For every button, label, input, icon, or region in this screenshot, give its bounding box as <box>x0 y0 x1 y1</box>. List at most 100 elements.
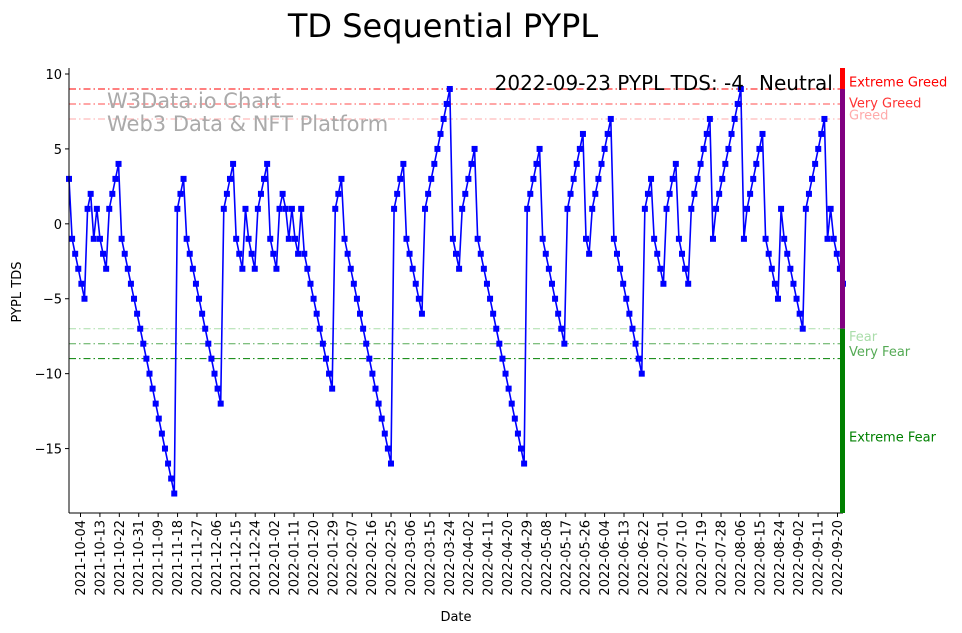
data-point <box>799 325 806 332</box>
data-point <box>802 205 809 212</box>
data-point <box>493 325 500 332</box>
data-point <box>635 355 642 362</box>
data-point <box>679 250 686 257</box>
x-tick-label: 2022-06-22 <box>637 520 652 596</box>
data-point <box>360 325 367 332</box>
x-tick-label: 2022-04-02 <box>462 520 477 596</box>
zone-label: Greed <box>849 108 888 123</box>
data-point <box>561 340 568 347</box>
x-ticks: 2021-10-04 2021-10-13 2021-10-22 2021-10-31… <box>74 513 846 596</box>
sentiment-label: Neutral <box>759 71 833 95</box>
data-point <box>768 265 775 272</box>
data-point <box>719 175 726 182</box>
data-point <box>446 85 453 92</box>
data-point <box>400 160 407 167</box>
data-point <box>84 205 91 212</box>
data-point <box>663 205 670 212</box>
data-point <box>412 280 419 287</box>
data-point <box>322 355 329 362</box>
data-point <box>155 415 162 422</box>
data-point <box>697 160 704 167</box>
data-point <box>391 205 398 212</box>
data-point <box>716 190 723 197</box>
data-point <box>539 235 546 242</box>
data-point <box>96 235 103 242</box>
data-point <box>632 340 639 347</box>
data-point <box>226 175 233 182</box>
data-point <box>595 175 602 182</box>
data-point <box>592 190 599 197</box>
data-point <box>536 145 543 152</box>
data-point <box>440 115 447 122</box>
data-point <box>189 265 196 272</box>
y-tick-label: −10 <box>35 368 62 383</box>
data-point <box>598 160 605 167</box>
data-point <box>75 265 82 272</box>
data-point <box>276 205 283 212</box>
data-point <box>112 175 119 182</box>
data-point <box>350 280 357 287</box>
data-point <box>713 205 720 212</box>
data-point <box>319 340 326 347</box>
data-point <box>245 235 252 242</box>
data-point <box>709 235 716 242</box>
data-point <box>778 205 785 212</box>
data-point <box>505 385 512 392</box>
data-point <box>586 250 593 257</box>
data-point <box>124 265 131 272</box>
data-point <box>146 370 153 377</box>
data-point <box>115 160 122 167</box>
x-tick-label: 2022-01-20 <box>307 520 322 596</box>
data-point <box>186 250 193 257</box>
data-point <box>375 400 382 407</box>
data-point <box>753 160 760 167</box>
data-point <box>765 250 772 257</box>
data-point <box>363 340 370 347</box>
data-point <box>641 205 648 212</box>
data-point <box>335 190 342 197</box>
x-tick-label: 2022-07-10 <box>676 520 691 596</box>
data-point <box>177 190 184 197</box>
data-point <box>657 265 664 272</box>
data-point <box>236 250 243 257</box>
data-point <box>685 280 692 287</box>
x-tick-label: 2022-05-26 <box>579 520 594 596</box>
data-point <box>548 280 555 287</box>
data-point <box>338 175 345 182</box>
data-point <box>387 460 394 467</box>
data-point <box>638 370 645 377</box>
data-point <box>459 205 466 212</box>
data-point <box>617 265 624 272</box>
data-point <box>511 415 518 422</box>
data-point <box>381 430 388 437</box>
data-point <box>499 355 506 362</box>
data-point <box>100 250 107 257</box>
data-point <box>292 235 299 242</box>
x-tick-label: 2022-08-24 <box>773 520 788 596</box>
x-tick-label: 2022-05-08 <box>540 520 555 596</box>
data-point <box>570 175 577 182</box>
data-point <box>183 235 190 242</box>
data-point <box>223 190 230 197</box>
data-point <box>620 280 627 287</box>
x-tick-label: 2021-12-15 <box>229 520 244 596</box>
data-point <box>700 145 707 152</box>
x-tick-label: 2021-12-06 <box>210 520 225 596</box>
data-point <box>131 295 138 302</box>
watermark-line-2: Web3 Data & NFT Platform <box>107 112 388 136</box>
data-point <box>508 400 515 407</box>
data-point <box>158 430 165 437</box>
data-point <box>103 265 110 272</box>
x-tick-label: 2022-05-17 <box>559 520 574 596</box>
data-point <box>425 190 432 197</box>
x-tick-label: 2022-04-29 <box>520 520 535 596</box>
data-point <box>149 385 156 392</box>
watermark-line-1: W3Data.io Chart <box>107 89 281 113</box>
x-tick-label: 2021-10-31 <box>132 520 147 596</box>
data-point <box>722 160 729 167</box>
data-point <box>774 295 781 302</box>
data-point <box>93 205 100 212</box>
data-point <box>589 205 596 212</box>
data-point <box>69 235 76 242</box>
